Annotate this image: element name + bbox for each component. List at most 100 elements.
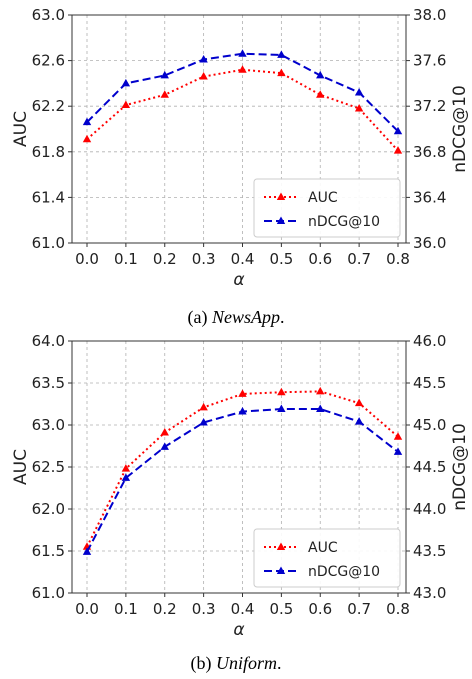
y-tick-label-right: 45.5 bbox=[413, 374, 446, 392]
figure-caption: (a) NewsApp. bbox=[188, 307, 285, 328]
legend-box bbox=[253, 178, 401, 238]
data-point-auc bbox=[82, 134, 92, 143]
legend-label: AUC bbox=[308, 540, 338, 556]
data-point-auc bbox=[393, 432, 403, 440]
chart-newsapp: 61.0 61.4 61.8 62.2 62.6 63.0 36.0 36.4 36.8 37.2… bbox=[11, 6, 470, 328]
data-point-ndcg bbox=[121, 473, 131, 481]
data-point-ndcg bbox=[82, 547, 92, 555]
y-tick-label-left: 61.0 bbox=[32, 584, 65, 602]
x-axis-label: α bbox=[233, 270, 244, 290]
y-tick-label-left: 62.5 bbox=[32, 458, 65, 476]
legend-marker bbox=[276, 566, 286, 574]
y-tick-label-right: 36.4 bbox=[413, 188, 446, 206]
y-tick-label-left: 63.5 bbox=[32, 374, 65, 392]
x-tick-label: 0.5 bbox=[269, 600, 293, 618]
data-point-auc bbox=[316, 386, 325, 395]
x-tick-label: 0.2 bbox=[153, 600, 177, 618]
legend-marker bbox=[276, 216, 286, 224]
y-tick-label-left: 61.0 bbox=[32, 234, 65, 252]
caption-suffix: . bbox=[280, 307, 285, 327]
y-tick-label-right: 37.2 bbox=[413, 97, 446, 115]
legend-marker bbox=[276, 542, 286, 550]
legend-label: nDCG@10 bbox=[308, 564, 380, 580]
y-axis-label-left: AUC bbox=[11, 449, 31, 485]
data-point-auc bbox=[121, 100, 131, 109]
data-point-ndcg bbox=[238, 407, 247, 415]
figure-caption: (b) Uniform. bbox=[190, 653, 281, 674]
caption-prefix: (b) bbox=[190, 653, 216, 674]
y-tick-label-left: 64.0 bbox=[32, 332, 65, 350]
data-point-auc bbox=[199, 402, 208, 411]
data-point-ndcg bbox=[238, 49, 247, 57]
data-point-auc bbox=[354, 103, 364, 112]
x-tick-label: 0.3 bbox=[192, 250, 216, 268]
y-tick-label-left: 62.6 bbox=[32, 52, 65, 70]
x-tick-label: 0.7 bbox=[347, 600, 371, 618]
y-tick-label-right: 36.8 bbox=[413, 143, 446, 161]
y-tick-label-right: 43.5 bbox=[413, 542, 446, 560]
legend-label: AUC bbox=[308, 190, 338, 206]
data-point-auc bbox=[199, 72, 208, 80]
legend-box bbox=[253, 528, 401, 588]
data-point-ndcg bbox=[160, 442, 169, 450]
x-tick-label: 0.8 bbox=[386, 600, 410, 618]
data-point-ndcg bbox=[393, 447, 403, 455]
y-tick-label-left: 62.2 bbox=[32, 97, 65, 115]
x-tick-label: 0.3 bbox=[192, 600, 216, 618]
data-point-ndcg bbox=[277, 50, 286, 58]
x-tick-label: 0.4 bbox=[231, 600, 255, 618]
data-point-ndcg bbox=[354, 88, 364, 96]
x-axis-label: α bbox=[233, 620, 244, 640]
y-tick-label-right: 37.6 bbox=[413, 52, 446, 70]
data-point-auc bbox=[354, 398, 364, 407]
data-point-auc bbox=[277, 68, 286, 77]
y-axis-label-right: nDCG@10 bbox=[450, 423, 470, 511]
data-point-auc bbox=[121, 464, 131, 472]
x-tick-label: 0.0 bbox=[75, 250, 99, 268]
data-point-ndcg bbox=[199, 54, 208, 63]
x-tick-label: 0.8 bbox=[386, 250, 410, 268]
chart-uniform: 61.0 61.5 62.0 62.5 63.0 63.5 64.0 43.0 43.5 44.0… bbox=[11, 332, 470, 674]
x-tick-label: 0.1 bbox=[114, 600, 138, 618]
y-tick-label-right: 46.0 bbox=[413, 332, 446, 350]
data-point-ndcg bbox=[199, 417, 208, 426]
data-point-ndcg bbox=[316, 404, 325, 413]
data-point-ndcg bbox=[393, 126, 403, 135]
x-tick-label: 0.7 bbox=[347, 250, 371, 268]
data-point-auc bbox=[238, 389, 247, 397]
y-tick-label-left: 61.5 bbox=[32, 542, 65, 560]
x-tick-label: 0.2 bbox=[153, 250, 177, 268]
data-point-auc bbox=[393, 146, 403, 154]
x-tick-label: 0.0 bbox=[75, 600, 99, 618]
y-axis-label-left: AUC bbox=[11, 111, 31, 147]
x-tick-label: 0.5 bbox=[269, 250, 293, 268]
data-point-ndcg bbox=[277, 404, 286, 413]
caption-name: Uniform bbox=[216, 653, 277, 673]
y-tick-label-left: 61.4 bbox=[32, 188, 65, 206]
y-tick-label-right: 36.0 bbox=[413, 234, 446, 252]
y-tick-label-left: 63.0 bbox=[32, 6, 65, 24]
data-point-ndcg bbox=[82, 117, 92, 126]
y-tick-label-left: 62.0 bbox=[32, 500, 65, 518]
plot-frame bbox=[71, 14, 407, 244]
y-tick-label-right: 44.0 bbox=[413, 500, 446, 518]
y-tick-label-right: 43.0 bbox=[413, 584, 446, 602]
caption-prefix: (a) bbox=[188, 307, 212, 328]
data-point-ndcg bbox=[160, 70, 169, 79]
data-point-auc bbox=[160, 428, 169, 436]
data-point-auc bbox=[238, 65, 247, 73]
y-tick-label-right: 38.0 bbox=[413, 6, 446, 24]
y-tick-label-right: 44.5 bbox=[413, 458, 446, 476]
y-tick-label-left: 63.0 bbox=[32, 416, 65, 434]
data-point-ndcg bbox=[316, 70, 325, 79]
data-point-ndcg bbox=[121, 78, 131, 87]
data-point-ndcg bbox=[354, 417, 364, 425]
data-point-auc bbox=[316, 90, 325, 98]
y-tick-label-right: 45.0 bbox=[413, 416, 446, 434]
y-axis-label-right: nDCG@10 bbox=[450, 85, 470, 173]
x-tick-label: 0.6 bbox=[308, 250, 332, 268]
caption-suffix: . bbox=[277, 653, 282, 673]
x-tick-label: 0.4 bbox=[231, 250, 255, 268]
data-point-auc bbox=[277, 387, 286, 396]
